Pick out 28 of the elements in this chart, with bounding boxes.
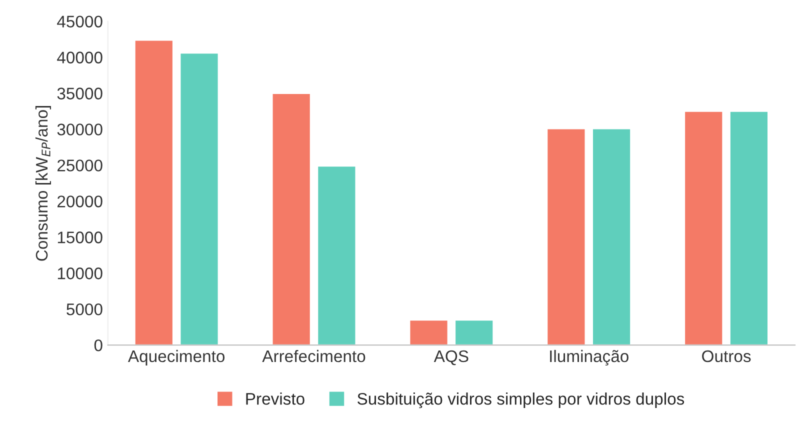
bar [592,128,632,346]
x-tick-label: Arrefecimento [262,350,366,362]
y-tick-label: 0 [94,339,102,352]
x-tick-label: Aquecimento [128,350,225,366]
bar [271,92,312,346]
y-axis-title: Consumo [kW$_{EP}$/ano] [35,106,51,261]
y-tick-label: 45000 [57,16,102,28]
y-tick-label: 40000 [57,52,102,64]
legend-label: Previsto [246,392,304,405]
y-tick-label: 25000 [58,160,102,172]
bar [316,165,357,346]
x-tick-label: AQS [434,350,468,366]
bar [684,110,724,346]
legend-label: Susbituição vidros simples por vidros duplos [358,392,684,408]
x-tick-label: Iluminação [550,350,628,366]
bar [729,110,769,346]
x-tick-label: Outros [702,350,751,362]
bar [134,39,174,346]
y-tick-label: 15000 [58,232,102,244]
bar [408,319,449,346]
bar [179,52,220,346]
y-tick-label: 35000 [57,88,102,100]
y-tick-label: 5000 [66,303,102,316]
y-tick-label: 30000 [57,124,102,136]
bar [546,128,586,346]
y-tick-label: 20000 [58,196,102,208]
bar [454,319,494,346]
y-tick-label: 10000 [58,268,102,280]
